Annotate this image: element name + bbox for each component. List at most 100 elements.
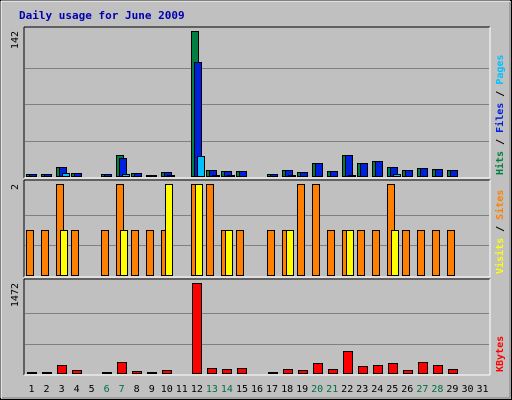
bar-visits-day-12: [195, 184, 203, 276]
bar-sites-day-9: [146, 230, 154, 276]
series-label-part: KBytes: [495, 336, 506, 372]
bar-kbytes-day-12: [192, 283, 202, 374]
series-label: Hits / Files / Pages: [494, 55, 506, 175]
bar-pages-day-12: [197, 156, 205, 177]
plot-area: [24, 279, 490, 375]
bar-sites-day-19: [297, 184, 305, 276]
bar-kbytes-day-23: [358, 366, 368, 374]
bar-sites-day-2: [41, 230, 49, 276]
bar-kbytes-day-7: [117, 362, 127, 374]
bar-kbytes-day-24: [373, 365, 383, 374]
bar-kbytes-day-13: [207, 368, 217, 374]
bar-pages-day-13: [212, 175, 220, 177]
bar-sites-day-23: [357, 230, 365, 276]
bar-sites-day-29: [447, 230, 455, 276]
panel-kbytes: 1472 KBytes: [10, 278, 506, 376]
bar-kbytes-day-4: [72, 370, 82, 374]
series-label-part: Sites: [494, 190, 506, 220]
bar-kbytes-day-15: [237, 368, 247, 374]
bars: [26, 184, 455, 276]
x-tick-label: 1: [28, 384, 34, 395]
bar-sites-day-21: [327, 230, 335, 276]
bar-kbytes-day-14: [222, 369, 232, 374]
bar-files-day-26: [405, 170, 413, 177]
bar-sites-day-1: [26, 230, 34, 276]
x-tick-label: 9: [149, 384, 155, 395]
bar-sites-day-4: [71, 230, 79, 276]
bar-kbytes-day-2: [42, 372, 52, 374]
bar-sites-day-28: [432, 230, 440, 276]
x-tick-label: 16: [251, 384, 263, 395]
x-axis: 1 2 3 4 5 6 7 8 9 10 11 12 13 14 15 16 17 18 19 20 21 22 23 24 2…: [28, 384, 488, 395]
bar-files-day-2: [44, 174, 52, 177]
bar-sites-day-20: [312, 184, 320, 276]
x-tick-label: 6: [104, 384, 110, 395]
bar-kbytes-day-25: [388, 363, 398, 374]
bar-sites-day-27: [417, 230, 425, 276]
bar-kbytes-day-1: [27, 372, 37, 374]
x-tick-label: 19: [296, 384, 308, 395]
bar-pages-day-14: [227, 175, 235, 177]
bar-kbytes-day-6: [102, 372, 112, 374]
x-tick-label: 3: [59, 384, 65, 395]
x-tick-label: 31: [476, 384, 488, 395]
bar-sites-day-8: [131, 230, 139, 276]
bar-visits-day-3: [60, 230, 68, 276]
bar-files-day-7: [119, 158, 127, 177]
series-label-part: /: [495, 220, 506, 238]
x-tick-label: 26: [401, 384, 413, 395]
bar-kbytes-day-22: [343, 351, 353, 374]
bar-visits-day-18: [286, 230, 294, 276]
x-tick-label: 2: [43, 384, 49, 395]
bar-sites-day-17: [267, 230, 275, 276]
x-tick-label: 25: [386, 384, 398, 395]
bar-kbytes-day-28: [433, 365, 443, 374]
x-tick-label: 30: [461, 384, 473, 395]
bar-files-day-22: [345, 155, 353, 177]
bar-pages-day-25: [393, 174, 401, 177]
plot-area: [24, 27, 490, 178]
x-tick-label: 21: [326, 384, 338, 395]
bar-sites-day-15: [236, 230, 244, 276]
bar-files-day-1: [29, 174, 37, 177]
series-label-part: Visits: [494, 238, 506, 274]
series-label-part: /: [495, 133, 506, 151]
bar-files-day-29: [450, 170, 458, 177]
bar-pages-day-7: [122, 174, 130, 177]
x-tick-label: 10: [161, 384, 173, 395]
bar-kbytes-day-21: [328, 369, 338, 374]
panel-visits_sites: 2 Visits / Sites: [10, 179, 506, 278]
series-label-part: /: [495, 85, 506, 103]
bar-kbytes-day-26: [403, 370, 413, 374]
bar-visits-day-14: [225, 230, 233, 276]
x-tick-label: 24: [371, 384, 383, 395]
x-tick-label: 29: [446, 384, 458, 395]
bar-kbytes-day-29: [448, 369, 458, 374]
bar-files-day-20: [315, 163, 323, 177]
bar-files-day-27: [420, 168, 428, 177]
bar-files-day-21: [330, 171, 338, 177]
bar-pages-day-22: [348, 175, 356, 177]
x-tick-label: 27: [416, 384, 428, 395]
series-label: KBytes: [495, 336, 506, 372]
x-tick-label: 4: [74, 384, 80, 395]
bar-kbytes-day-10: [162, 370, 172, 374]
x-tick-label: 28: [431, 384, 443, 395]
y-max-label: 2: [10, 184, 21, 190]
y-max-label: 1472: [10, 283, 21, 307]
bar-visits-day-7: [120, 230, 128, 276]
bar-files-day-4: [74, 173, 82, 177]
bar-files-day-15: [239, 171, 247, 177]
bar-files-day-28: [435, 169, 443, 177]
bar-kbytes-day-17: [268, 372, 278, 374]
x-tick-label: 17: [266, 384, 278, 395]
bar-visits-day-22: [346, 230, 354, 276]
chart-title: Daily usage for June 2009: [19, 9, 185, 22]
series-label-part: Hits: [494, 151, 506, 175]
x-tick-label: 7: [119, 384, 125, 395]
x-tick-label: 12: [191, 384, 203, 395]
bar-pages-day-10: [167, 175, 175, 177]
bar-kbytes-day-19: [298, 370, 308, 374]
bars: [27, 283, 458, 374]
